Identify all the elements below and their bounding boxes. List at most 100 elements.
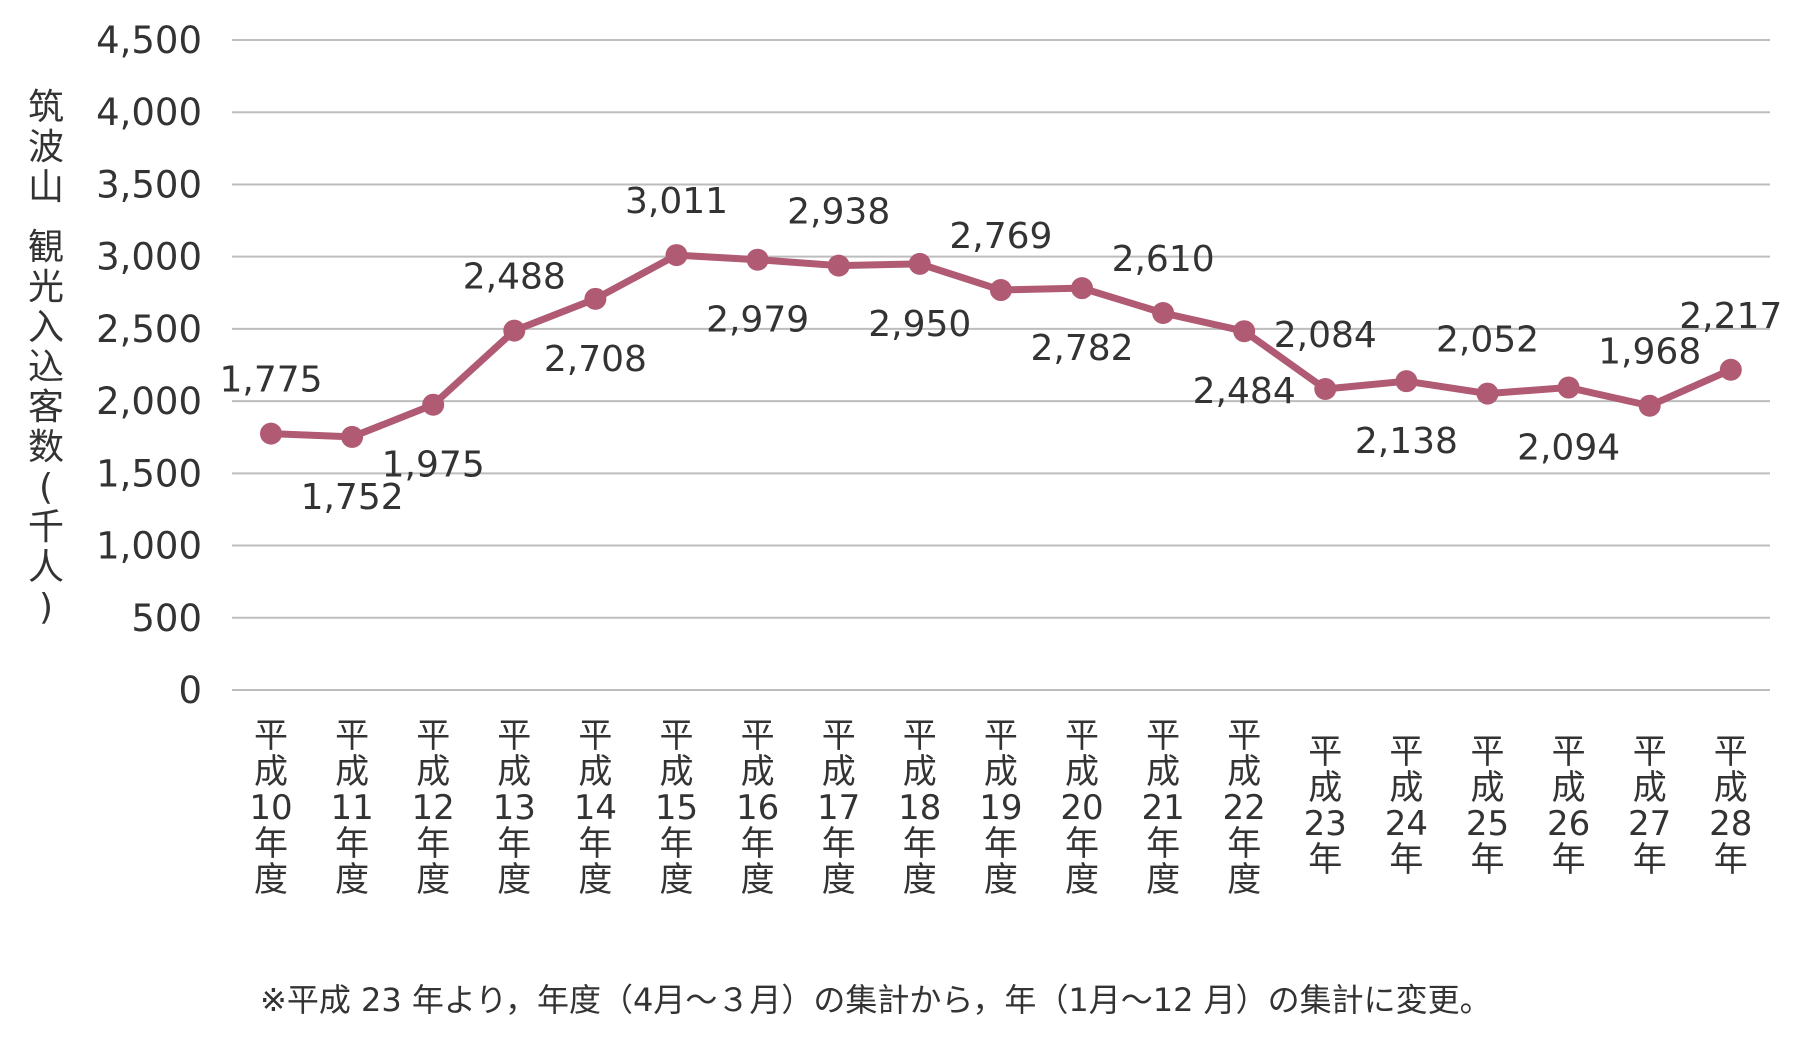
- data-point: [1071, 277, 1093, 300]
- x-category-part: 17: [817, 788, 861, 828]
- x-category-part: 10: [249, 788, 293, 828]
- y-label-char: 山: [27, 167, 64, 208]
- data-point: [422, 393, 445, 416]
- x-category-part: 度: [902, 860, 937, 900]
- y-axis-ticks: 0 500 1,000 1,500 2,000 2,500 3,000 3,500 4,000 4…: [96, 19, 202, 712]
- grid-lines: [232, 39, 1770, 691]
- x-category-part: 平: [659, 716, 694, 756]
- x-category-part: 度: [416, 860, 451, 900]
- x-category-part: 度: [1065, 860, 1099, 900]
- x-category-part: 平: [1389, 732, 1424, 772]
- x-category-part: 23: [1303, 804, 1347, 844]
- x-category-label: 平成 18 年度: [890, 718, 950, 898]
- x-category-part: 平: [497, 716, 532, 756]
- data-point: [989, 279, 1012, 302]
- x-category-part: 成: [335, 752, 370, 792]
- y-tick-label: 4,500: [96, 19, 202, 62]
- x-category-part: 12: [411, 788, 455, 828]
- data-label: 2,950: [868, 304, 971, 345]
- x-category-part: 度: [1146, 860, 1181, 900]
- x-category-part: 平: [1308, 732, 1343, 772]
- y-tick-label: 4,000: [96, 91, 202, 134]
- x-category-part: 年: [659, 824, 694, 864]
- footnote: ※平成 23 年より，年度（4月～３月）の集計から，年（1月～12 月）の集計に…: [260, 981, 1492, 1019]
- x-category-part: 16: [735, 788, 780, 828]
- y-label-char: 筑: [27, 87, 64, 128]
- y-label-char: 客: [27, 387, 64, 428]
- x-category-part: 成: [1551, 768, 1586, 808]
- x-category-part: 25: [1465, 804, 1510, 844]
- data-point: [908, 252, 931, 275]
- data-label: 2,484: [1193, 371, 1296, 412]
- data-point: [1476, 382, 1499, 405]
- x-category-part: 平: [1551, 732, 1586, 772]
- y-tick-label: 0: [178, 669, 202, 712]
- x-category-part: 平: [983, 716, 1018, 756]
- y-label-char: ): [38, 587, 54, 628]
- x-category-part: 24: [1384, 804, 1429, 844]
- x-category-part: 平: [578, 716, 613, 756]
- data-point: [584, 287, 607, 310]
- x-category-part: 成: [1713, 768, 1748, 808]
- x-category-part: 度: [335, 860, 370, 900]
- x-category-part: 11: [330, 788, 374, 828]
- x-category-label: 平成 12 年度: [403, 718, 463, 898]
- y-label-char: 数: [27, 427, 64, 468]
- x-category-part: 度: [983, 860, 1018, 900]
- x-category-part: 年: [1227, 824, 1262, 864]
- data-label: 2,084: [1274, 315, 1377, 356]
- x-category-part: 28: [1709, 804, 1753, 844]
- x-category-part: 度: [740, 860, 775, 900]
- x-category-part: 年: [1632, 840, 1667, 880]
- data-point: [665, 244, 688, 267]
- x-category-part: 成: [1227, 752, 1262, 792]
- x-category-part: 成: [1632, 768, 1667, 808]
- x-category-part: 平: [740, 716, 775, 756]
- data-point: [1152, 302, 1175, 324]
- y-label-char: 込: [27, 347, 64, 388]
- x-category-part: 27: [1628, 804, 1672, 844]
- data-point: [1557, 376, 1580, 399]
- data-label: 2,610: [1112, 239, 1215, 280]
- x-category-part: 平: [902, 716, 937, 756]
- x-category-label: 平成 22 年度: [1214, 718, 1274, 898]
- data-label: 2,938: [787, 192, 890, 233]
- data-label: 2,769: [949, 216, 1052, 257]
- x-category-label: 平成 25 年: [1458, 734, 1518, 878]
- x-category-label: 平成 21 年度: [1133, 718, 1193, 898]
- x-category-part: 26: [1546, 804, 1591, 844]
- data-point: [1395, 370, 1418, 393]
- x-category-part: 成: [578, 752, 613, 792]
- data-point: [1233, 320, 1256, 343]
- x-category-part: 度: [578, 860, 613, 900]
- data-label: 2,094: [1517, 428, 1620, 469]
- x-category-part: 年: [1470, 840, 1505, 880]
- x-category-part: 成: [659, 752, 694, 792]
- x-category-part: 成: [902, 752, 937, 792]
- x-category-label: 平成 16 年度: [728, 718, 788, 898]
- x-category-part: 成: [1470, 768, 1505, 808]
- data-label: 1,775: [219, 360, 322, 401]
- x-category-label: 平成 14 年度: [565, 718, 625, 898]
- y-label-char: 人: [27, 547, 64, 588]
- x-category-part: 成: [983, 752, 1018, 792]
- x-category-part: 平: [1146, 716, 1181, 756]
- y-tick-label: 2,500: [96, 308, 202, 351]
- x-category-part: 平: [416, 716, 451, 756]
- x-category-label: 平成 11 年度: [322, 718, 382, 898]
- y-axis-label: 筑波山観光入込客数(千人): [24, 88, 68, 628]
- x-category-part: 年: [1389, 840, 1424, 880]
- x-category-label: 平成 13 年度: [484, 718, 544, 898]
- x-category-part: 成: [497, 752, 532, 792]
- x-category-label: 平成 27 年: [1620, 734, 1680, 878]
- data-label: 2,979: [706, 300, 809, 341]
- data-label: 3,011: [625, 181, 728, 222]
- y-tick-label: 3,000: [96, 236, 202, 279]
- x-category-part: 度: [821, 860, 856, 900]
- x-category-part: 年: [497, 824, 532, 864]
- data-label: 2,488: [463, 257, 566, 298]
- x-category-label: 平成 28 年: [1701, 734, 1761, 878]
- x-category-part: 平: [254, 716, 288, 756]
